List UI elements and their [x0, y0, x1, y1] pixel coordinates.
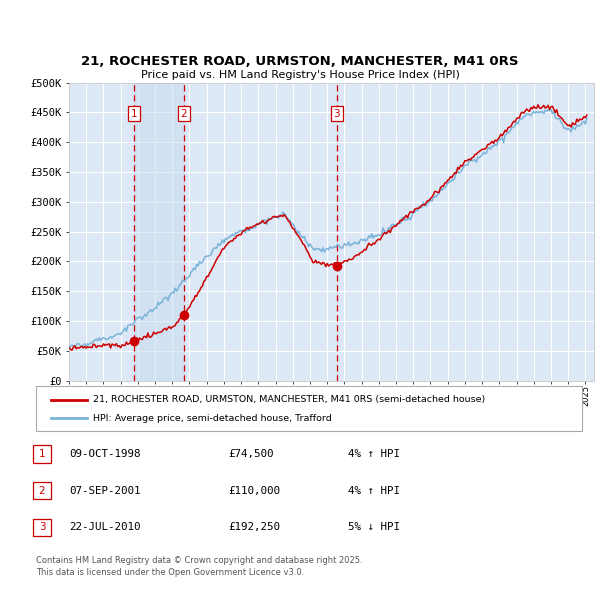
Text: 07-SEP-2001: 07-SEP-2001 — [69, 486, 140, 496]
Text: 1: 1 — [131, 109, 137, 119]
Text: 21, ROCHESTER ROAD, URMSTON, MANCHESTER, M41 0RS: 21, ROCHESTER ROAD, URMSTON, MANCHESTER,… — [81, 55, 519, 68]
Text: 3: 3 — [38, 522, 46, 532]
Text: 5% ↓ HPI: 5% ↓ HPI — [348, 522, 400, 532]
Text: 4% ↑ HPI: 4% ↑ HPI — [348, 449, 400, 459]
Bar — [134, 83, 184, 381]
Text: 21, ROCHESTER ROAD, URMSTON, MANCHESTER, M41 0RS (semi-detached house): 21, ROCHESTER ROAD, URMSTON, MANCHESTER,… — [93, 395, 485, 404]
Text: £192,250: £192,250 — [228, 522, 280, 532]
Text: 2: 2 — [181, 109, 187, 119]
Text: Price paid vs. HM Land Registry's House Price Index (HPI): Price paid vs. HM Land Registry's House … — [140, 70, 460, 80]
Text: 09-OCT-1998: 09-OCT-1998 — [69, 449, 140, 459]
Text: 1: 1 — [38, 449, 46, 459]
Text: £110,000: £110,000 — [228, 486, 280, 496]
Text: 2: 2 — [38, 486, 46, 496]
Text: 22-JUL-2010: 22-JUL-2010 — [69, 522, 140, 532]
Text: HPI: Average price, semi-detached house, Trafford: HPI: Average price, semi-detached house,… — [93, 414, 332, 423]
Text: 3: 3 — [334, 109, 340, 119]
Text: Contains HM Land Registry data © Crown copyright and database right 2025.
This d: Contains HM Land Registry data © Crown c… — [36, 556, 362, 576]
Text: 4% ↑ HPI: 4% ↑ HPI — [348, 486, 400, 496]
Text: £74,500: £74,500 — [228, 449, 274, 459]
